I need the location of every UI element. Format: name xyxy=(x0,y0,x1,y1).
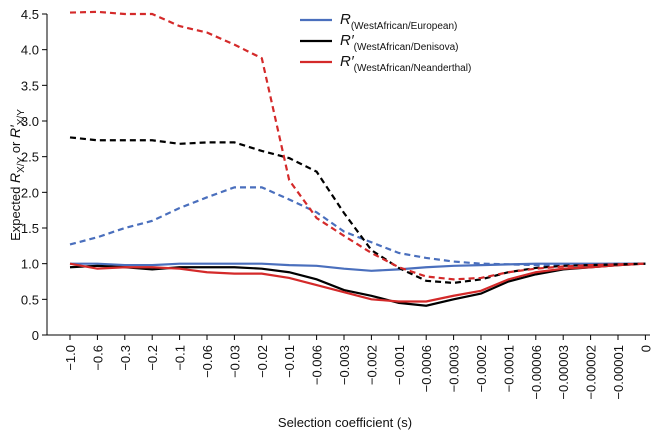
x-tick-label: −0.02 xyxy=(255,345,270,378)
y-tick-label: 0 xyxy=(32,328,39,343)
series-line xyxy=(70,262,646,272)
y-tick-label: 4.5 xyxy=(21,7,39,22)
x-tick-label: −0.003 xyxy=(337,345,352,385)
x-tick-label: −0.3 xyxy=(118,345,133,371)
x-tick-label: −0.0002 xyxy=(474,345,489,392)
y-tick-label: 3.5 xyxy=(21,78,39,93)
series-line xyxy=(69,186,646,267)
y-axis-label: Expected RX/Y or R′X/Y xyxy=(7,109,27,241)
series-line xyxy=(69,136,646,285)
x-tick-label: −1.0 xyxy=(63,345,78,371)
x-tick-label: −0.0006 xyxy=(419,345,434,392)
x-tick-label: −0.00002 xyxy=(584,345,599,400)
x-tick-label: 0 xyxy=(638,345,652,352)
y-tick-label: 1.0 xyxy=(21,257,39,272)
x-tick-label: −0.0003 xyxy=(447,345,462,392)
y-tick-label: 2.0 xyxy=(21,185,39,200)
x-tick-label: −0.006 xyxy=(310,345,325,385)
x-axis-label: Selection coefficient (s) xyxy=(278,415,412,430)
x-tick-label: −0.2 xyxy=(145,345,160,371)
x-tick-label: −0.1 xyxy=(173,345,188,371)
series-line xyxy=(69,262,646,303)
x-tick-label: −0.00003 xyxy=(556,345,571,400)
y-tick-label: 2.5 xyxy=(21,150,39,165)
x-tick-label: −0.00001 xyxy=(611,345,626,400)
y-tick-label: 3.0 xyxy=(21,114,39,129)
x-tick-label: −0.00006 xyxy=(529,345,544,400)
y-tick-label: 4.0 xyxy=(21,43,39,58)
x-tick-label: −0.6 xyxy=(90,345,105,371)
x-tick-label: −0.002 xyxy=(364,345,379,385)
series-line xyxy=(69,10,646,281)
x-tick-label: −0.03 xyxy=(227,345,242,378)
legend-label: R′(WestAfrican/Neanderthal) xyxy=(340,53,471,74)
legend-label: R(WestAfrican/European) xyxy=(340,11,457,32)
x-tick-label: −0.0001 xyxy=(501,345,516,392)
legend-label: R′(WestAfrican/Denisova) xyxy=(340,32,459,53)
x-tick-label: −0.001 xyxy=(392,345,407,385)
y-tick-label: 1.5 xyxy=(21,221,39,236)
x-tick-label: −0.01 xyxy=(282,345,297,378)
y-tick-label: 0.5 xyxy=(21,292,39,307)
x-tick-label: −0.06 xyxy=(200,345,215,378)
